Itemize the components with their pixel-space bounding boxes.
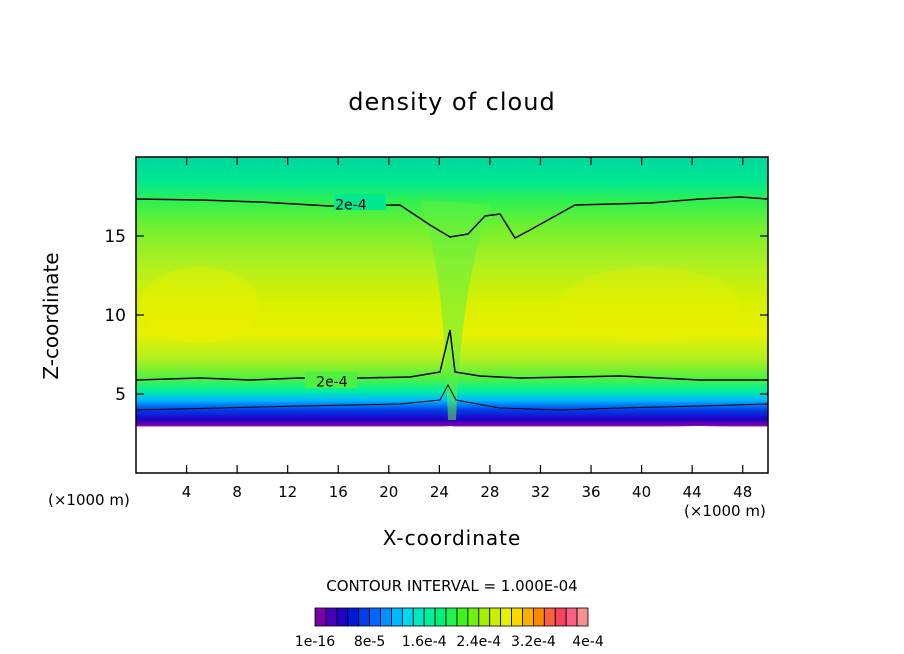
colorbar-label: 1.6e-4	[402, 634, 447, 650]
colorbar-label: 1e-16	[295, 634, 335, 650]
yellow-lobe-right	[560, 267, 740, 343]
x-axis-label: X-coordinate	[382, 526, 522, 550]
contour-line-lower	[135, 329, 768, 381]
x-tick-label: 48	[733, 483, 752, 501]
chart-title: density of cloud	[348, 88, 556, 116]
x-axis-ticks: 4 8 12 16 20 24 28 32 36 40 44 48	[182, 157, 752, 501]
x-unit-right: (×1000 m)	[684, 502, 766, 520]
x-tick-label: 40	[632, 483, 651, 501]
contour-label-bg-2	[305, 372, 357, 388]
colorbar-swatch	[489, 607, 502, 627]
colorbar-swatch	[314, 607, 327, 627]
clear-air-region	[136, 426, 768, 473]
colorbar-swatch	[533, 607, 545, 627]
plot-area: 2e-4 2e-4	[135, 156, 769, 474]
x-tick-label: 44	[683, 483, 702, 501]
colorbar-swatch	[543, 607, 556, 627]
x-tick-label: 4	[182, 483, 192, 501]
contour-label: 2e-4	[335, 197, 367, 213]
y-tick-label: 5	[115, 385, 126, 405]
y-tick-label: 15	[104, 227, 126, 247]
colorbar-swatch	[554, 607, 567, 627]
y-tick-label: 10	[104, 306, 126, 326]
contour-line-upper	[135, 196, 769, 239]
colorbar-swatch	[478, 607, 491, 627]
x-tick-label: 12	[278, 483, 297, 501]
x-tick-label: 32	[531, 483, 550, 501]
contour-line-base	[135, 383, 769, 411]
colorbar-swatch	[576, 607, 589, 627]
x-tick-label: 8	[232, 483, 242, 501]
x-tick-label: 36	[581, 483, 600, 501]
colorbar-swatch	[412, 607, 425, 627]
colorbar-swatch	[358, 607, 370, 627]
plume-shading	[420, 200, 490, 420]
colorbar-label: 2.4e-4	[456, 634, 501, 650]
colorbar-swatch	[325, 607, 338, 627]
colorbar-swatch	[391, 607, 403, 627]
colorbar-swatch	[380, 607, 392, 627]
contour-interval-text: CONTOUR INTERVAL = 1.000E-04	[326, 577, 578, 595]
colorbar-swatch	[401, 607, 414, 627]
colorbar-swatch	[369, 607, 381, 627]
colorbar-swatch	[423, 607, 436, 627]
x-tick-label: 16	[329, 483, 348, 501]
colorbar-swatch	[445, 607, 458, 627]
x-tick-label: 20	[379, 483, 398, 501]
yellow-lobe-left	[140, 267, 260, 343]
colorbar-swatch	[565, 607, 578, 627]
colorbar-swatch	[336, 607, 349, 627]
colorbar-label: 3.2e-4	[511, 634, 556, 650]
colorbar-swatch	[500, 607, 512, 627]
colorbar-swatch	[347, 607, 360, 627]
colorbar-swatch	[434, 607, 447, 627]
contour-label: 2e-4	[316, 374, 348, 390]
colorbar: 1e-16 8e-5 1.6e-4 2.4e-4 3.2e-4 4e-4	[295, 607, 604, 650]
y-axis-ticks: 5 10 15	[104, 227, 768, 405]
colorbar-swatch	[467, 607, 480, 627]
x-unit-left: (×1000 m)	[48, 491, 130, 509]
colorbar-label: 4e-4	[572, 634, 604, 650]
colorbar-swatch	[522, 607, 534, 627]
contour-label-bg-1	[334, 194, 386, 210]
colorbar-label: 8e-5	[354, 634, 385, 650]
colorbar-swatch	[456, 607, 469, 627]
x-tick-label: 28	[480, 483, 499, 501]
x-tick-label: 24	[430, 483, 449, 501]
colorbar-swatch	[511, 607, 523, 627]
y-axis-label: Z-coordinate	[39, 252, 63, 380]
